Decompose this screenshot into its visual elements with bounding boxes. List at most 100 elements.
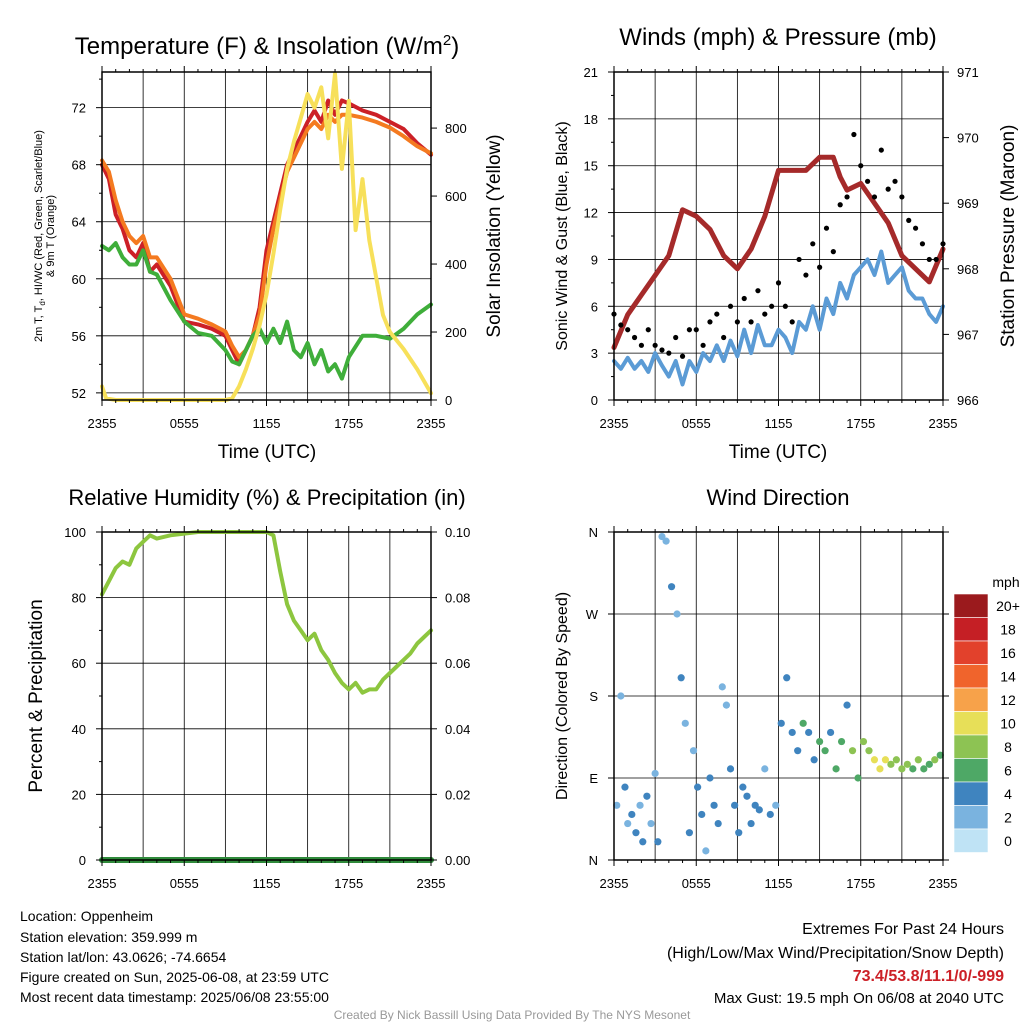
gust-point [892, 178, 898, 184]
winds-xlabel: Time (UTC) [729, 442, 828, 463]
gust-point [659, 347, 665, 353]
direction-point [772, 801, 780, 809]
direction-point [854, 774, 862, 782]
svg-text:2m T, Td, HI/WC (Red, Green, S: 2m T, Td, HI/WC (Red, Green, Scarlet/Blu… [33, 130, 47, 342]
direction-point [936, 751, 944, 759]
direction-point [743, 792, 751, 800]
y-tick-label: N [589, 525, 598, 540]
footer-created: Figure created on Sun, 2025-06-08, at 23… [20, 969, 329, 985]
direction-point [837, 737, 846, 746]
y2-tick-label: 600 [445, 189, 467, 204]
temperature-grid [102, 72, 431, 400]
speed-colorbar: 20+ 18 16 14 12 10 8 6 4 2 0 [953, 593, 1020, 853]
gust-point [673, 334, 679, 341]
colorbar-label: 20+ [996, 598, 1020, 614]
gust-point [700, 342, 706, 348]
gust-point [741, 295, 747, 302]
gust-point [851, 131, 857, 138]
gust-point [933, 256, 939, 263]
direction-point [643, 792, 651, 800]
direction-point [681, 719, 689, 727]
colorbar-label: 18 [1000, 622, 1016, 638]
direction-point [685, 829, 693, 837]
winds-axes: 0 3 6 9 12 15 18 21 966 967 968 969 970 971 2355 0555 11… [584, 65, 979, 431]
direction-point [689, 747, 698, 755]
y-tick-label: 0 [591, 393, 598, 408]
x-tick-label: 2355 [600, 876, 629, 891]
direction-point [667, 583, 676, 591]
gust-point [775, 280, 782, 286]
direction-point [920, 765, 928, 773]
colorbar-swatch [953, 664, 989, 689]
colorbar-label: 0 [1004, 833, 1012, 849]
footer-location: Location: Oppenheim [20, 908, 153, 924]
y2-tick-label: 200 [445, 325, 467, 340]
direction-point [735, 829, 743, 837]
gust-point [817, 264, 823, 270]
gust-point [810, 241, 816, 247]
humidity-title: Relative Humidity (%) & Precipitation (i… [68, 485, 465, 510]
gust-point [782, 303, 788, 309]
colorbar-swatch [953, 640, 989, 665]
direction-point [783, 674, 791, 682]
direction-point [694, 783, 702, 791]
extremes-subtitle: (High/Low/Max Wind/Precipitation/Snow De… [667, 945, 1004, 962]
y2-tick-label: 0.04 [445, 722, 470, 737]
extremes-values: 73.4/53.8/11.1/0/-999 [853, 968, 1004, 985]
x-tick-label: 1755 [846, 876, 875, 891]
y-tick-label: 52 [72, 386, 86, 401]
gust-point [823, 225, 830, 231]
y2-tick-label: 0.02 [445, 787, 470, 802]
gust-point [707, 319, 713, 325]
winds-y2label: Station Pressure (Maroon) [998, 125, 1019, 348]
colorbar-label: 14 [1000, 669, 1016, 685]
direction-point [777, 719, 785, 727]
direction-point [766, 810, 774, 819]
gust-point [926, 256, 932, 263]
y-tick-label: W [586, 607, 599, 622]
gust-point [858, 163, 864, 169]
gust-point [686, 327, 692, 333]
direction-point [826, 728, 835, 737]
y2-tick-label: 966 [957, 393, 979, 408]
series-line-sonic-wind [612, 249, 945, 387]
direction-point [613, 801, 621, 809]
direction-point [821, 747, 829, 755]
direction-point [647, 819, 655, 828]
colorbar-label: 2 [1004, 810, 1012, 826]
footer-recent: Most recent data timestamp: 2025/06/08 2… [20, 989, 329, 1005]
extremes-title: Extremes For Past 24 Hours [802, 921, 1004, 938]
y-tick-label: 15 [584, 159, 598, 174]
direction-point [747, 819, 755, 828]
colorbar-label: 8 [1004, 739, 1012, 755]
direction-series [613, 532, 944, 855]
x-tick-label: 1755 [334, 876, 363, 891]
y-tick-label: 72 [72, 101, 86, 116]
direction-point [654, 838, 662, 846]
x-tick-label: 1155 [253, 416, 281, 431]
x-tick-label: 0555 [682, 876, 711, 891]
gust-point [631, 334, 638, 341]
gust-point [652, 342, 658, 348]
credit-line: Created By Nick Bassill Using Data Provi… [334, 1008, 691, 1022]
gust-point [721, 334, 727, 341]
footer-elevation: Station elevation: 359.999 m [20, 929, 197, 945]
direction-point [799, 719, 807, 727]
gust-point [693, 327, 699, 333]
gust-point [638, 342, 645, 348]
direction-point [636, 801, 644, 809]
direction-point [698, 810, 706, 819]
gust-point [727, 303, 734, 309]
gust-point [748, 319, 754, 325]
y2-tick-label: 968 [957, 262, 979, 277]
direction-point [832, 765, 840, 773]
x-tick-label: 2355 [417, 416, 446, 431]
direction-point [739, 783, 747, 791]
temperature-xlabel: Time (UTC) [218, 442, 317, 463]
temperature-ylabel: 2m T, Td, HI/WC (Red, Green, Scarlet/Blu… [33, 130, 57, 342]
direction-point [761, 765, 769, 773]
svg-text:& 9m T (Orange): & 9m T (Orange) [45, 195, 57, 277]
y-tick-label: 64 [72, 215, 86, 230]
gust-point [871, 194, 878, 200]
